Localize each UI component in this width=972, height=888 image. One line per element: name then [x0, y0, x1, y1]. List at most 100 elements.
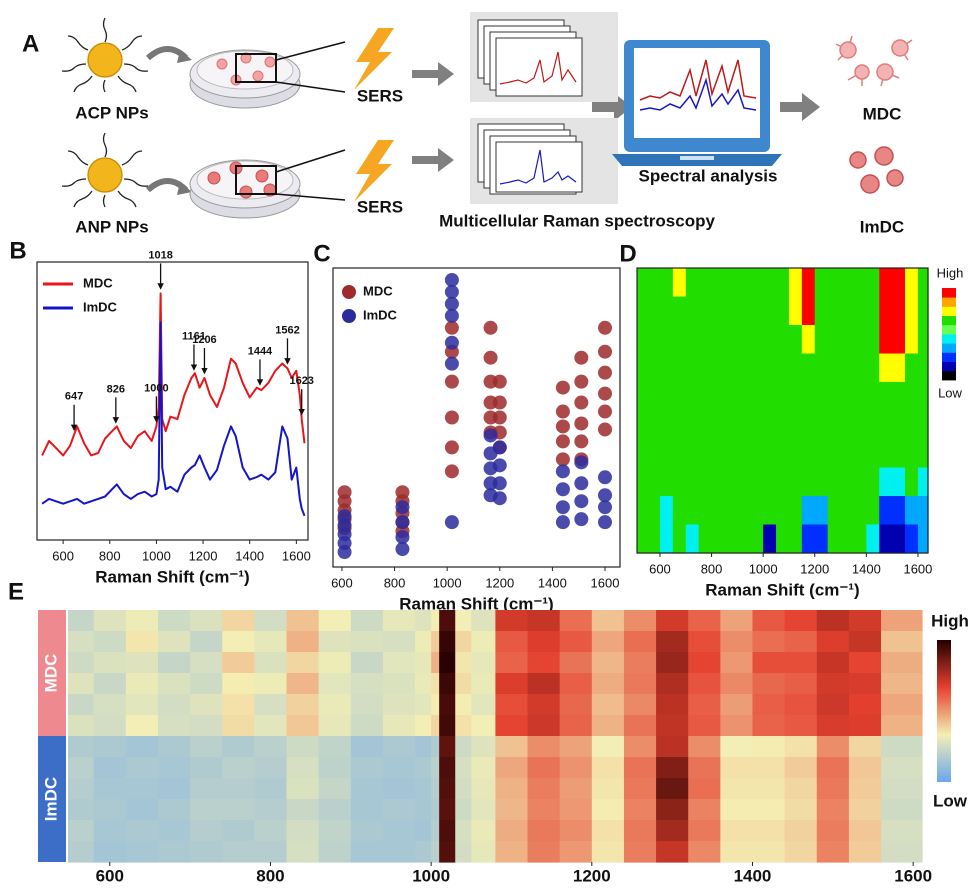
contour-cell [699, 525, 712, 554]
heatmap-cell [158, 757, 191, 779]
scatter-point [445, 309, 459, 323]
arrow [412, 148, 454, 172]
heatmap-cell [881, 631, 923, 653]
heatmap-cell [592, 736, 625, 758]
heatmap-cell [431, 631, 440, 653]
x-tick-label: 600 [331, 575, 353, 590]
heatmap-cell [126, 715, 159, 737]
imdc-cells [850, 147, 903, 193]
contour-cell [737, 411, 750, 440]
heatmap-cell [471, 694, 496, 716]
heatmap-cell [592, 778, 625, 800]
x-tick-label: 800 [701, 561, 723, 576]
heatmap-cell [68, 715, 94, 737]
heatmap-cell [495, 820, 528, 842]
scatter-point [493, 458, 507, 472]
spectra-stack [470, 118, 618, 204]
contour-cell [879, 354, 892, 383]
contour-cell [673, 496, 686, 525]
scatter-point [556, 515, 570, 529]
contour-cell [841, 468, 854, 497]
contour-cell [866, 411, 879, 440]
heatmap-cell [881, 610, 923, 632]
x-tick-label: 1000 [412, 866, 450, 885]
heatmap-cell [415, 673, 432, 695]
panel-label: E [8, 578, 24, 605]
heatmap-cell [455, 631, 472, 653]
contour-cell [724, 325, 737, 354]
heatmap-cell [190, 715, 223, 737]
heatmap-cell [431, 610, 440, 632]
heatmap-cell [254, 652, 287, 674]
heatmap-cell [785, 673, 818, 695]
colorbar-step [942, 362, 956, 372]
scatter-point [445, 411, 459, 425]
heatmap-cell [688, 610, 721, 632]
x-tick-label: 600 [649, 561, 671, 576]
heatmap-cell [560, 673, 593, 695]
contour-cell [802, 468, 815, 497]
heatmap-cell [471, 820, 496, 842]
heatmap-cell [383, 778, 416, 800]
colorbar-step [942, 343, 956, 353]
heatmap-cell [455, 778, 472, 800]
contour-cell [789, 354, 802, 383]
heatmap-cell [752, 736, 785, 758]
contour-cell [712, 382, 725, 411]
stimulus-label: SERS [357, 86, 403, 105]
heatmap-cell [471, 715, 496, 737]
heatmap-cell [624, 736, 657, 758]
contour-cell [802, 268, 815, 297]
heatmap-cell [720, 631, 753, 653]
contour-cell [647, 468, 660, 497]
contour-cell [750, 468, 763, 497]
heatmap-cell [415, 694, 432, 716]
contour-cell [673, 268, 686, 297]
contour-cell [866, 268, 879, 297]
legend-swatch [342, 309, 356, 323]
heatmap-cell [592, 631, 625, 653]
contour-cell [686, 411, 699, 440]
x-tick-label: 1000 [433, 575, 462, 590]
spectra-stack [470, 12, 618, 102]
heatmap-cell [287, 799, 320, 821]
heatmap-cell [720, 610, 753, 632]
heatmap-cell [495, 673, 528, 695]
heatmap-cell [592, 673, 625, 695]
heatmap-cell [560, 652, 593, 674]
legend-swatch [342, 285, 356, 299]
heatmap-cell [881, 778, 923, 800]
heatmap-cell [287, 673, 320, 695]
peak-label: 1000 [144, 382, 168, 394]
heatmap-cell [656, 820, 689, 842]
contour-cell [841, 496, 854, 525]
heatmap-cell [560, 715, 593, 737]
heatmap-cell [431, 778, 440, 800]
contour-cell [828, 297, 841, 326]
heatmap-cell [471, 631, 496, 653]
contour-cell [866, 297, 879, 326]
heatmap-cell [94, 799, 127, 821]
nanoparticle-icon [62, 18, 148, 92]
contour-cell [892, 297, 905, 326]
heatmap-cell [126, 610, 159, 632]
contour-cell [724, 439, 737, 468]
heatmap-cell [126, 841, 159, 863]
heatmap-cell [495, 631, 528, 653]
heatmap-cell [415, 778, 432, 800]
arrow [780, 93, 820, 121]
contour-cell [853, 268, 866, 297]
heatmap-cell [881, 652, 923, 674]
contour-cell [724, 268, 737, 297]
contour-cell [802, 325, 815, 354]
panel-label: C [313, 240, 330, 267]
contour-cell [815, 496, 828, 525]
heatmap-cell [624, 715, 657, 737]
heatmap-cell [383, 841, 416, 863]
heatmap-cell [560, 820, 593, 842]
contour-cell [724, 496, 737, 525]
heatmap-cell [592, 652, 625, 674]
contour-cell [841, 297, 854, 326]
group-label: ImDC [41, 777, 60, 821]
heatmap-cell [254, 799, 287, 821]
